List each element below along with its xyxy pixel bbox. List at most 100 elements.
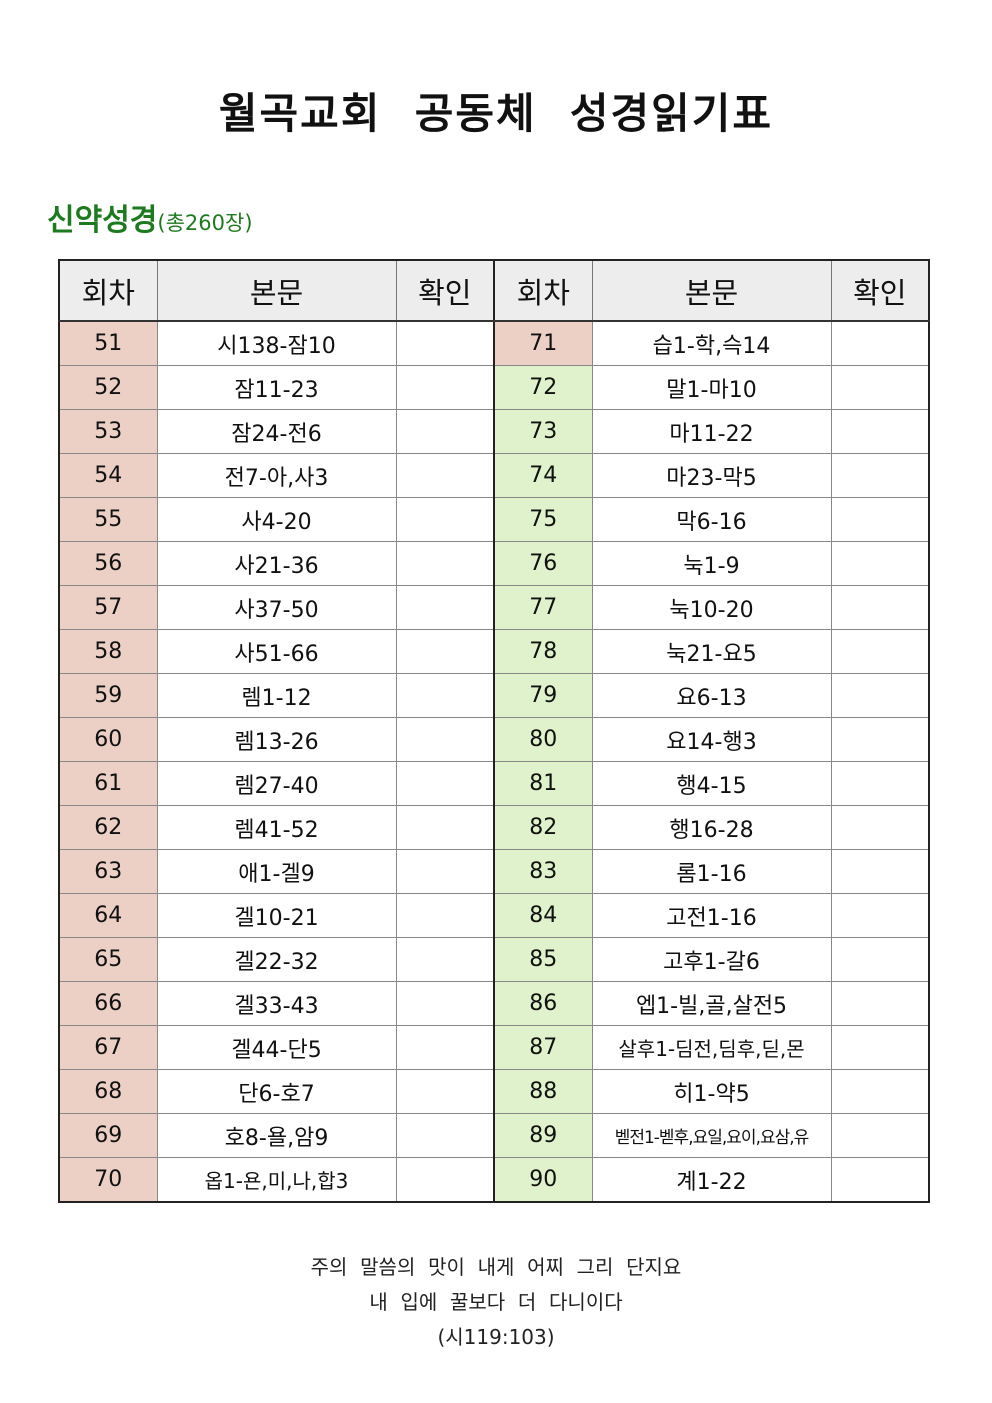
session-number-left: 57 [58,585,158,630]
check-box-right[interactable] [830,893,930,938]
header-session-right: 회차 [493,259,593,322]
session-number-left: 70 [58,1157,158,1203]
session-number-left: 60 [58,717,158,762]
check-box-right[interactable] [830,585,930,630]
check-box-right[interactable] [830,849,930,894]
verse-reference: (시119:103) [437,1325,555,1349]
check-box-right[interactable] [830,717,930,762]
check-box-right[interactable] [830,1025,930,1070]
passage-left: 사37-50 [156,585,397,630]
table-row: 63 애1-겔9 83 롬1-16 [58,849,930,894]
check-box-left[interactable] [395,893,495,938]
passage-left: 렘27-40 [156,761,397,806]
check-box-left[interactable] [395,497,495,542]
check-box-left[interactable] [395,409,495,454]
check-box-right[interactable] [830,320,930,366]
passage-left: 옵1-욘,미,나,합3 [156,1157,397,1203]
check-box-left[interactable] [395,805,495,850]
session-number-right: 87 [493,1025,593,1070]
table-header-row: 회차 본문 확인 회차 본문 확인 [58,259,930,322]
table-row: 66 겔33-43 86 엡1-빌,골,살전5 [58,981,930,1026]
session-number-right: 86 [493,981,593,1026]
check-box-left[interactable] [395,1157,495,1203]
session-number-right: 90 [493,1157,593,1203]
check-box-left[interactable] [395,673,495,718]
session-number-right: 83 [493,849,593,894]
session-number-left: 59 [58,673,158,718]
passage-left: 시138-잠10 [156,320,397,366]
session-number-right: 89 [493,1113,593,1158]
check-box-left[interactable] [395,1069,495,1114]
passage-right: 히1-약5 [591,1069,832,1114]
session-number-left: 55 [58,497,158,542]
passage-left: 사51-66 [156,629,397,674]
check-box-left[interactable] [395,1113,495,1158]
session-number-left: 62 [58,805,158,850]
check-box-left[interactable] [395,585,495,630]
check-box-right[interactable] [830,1113,930,1158]
table-row: 70 옵1-욘,미,나,합3 90 계1-22 [58,1157,930,1203]
section-chapter-count: (총260장) [157,211,253,235]
check-box-left[interactable] [395,1025,495,1070]
check-box-right[interactable] [830,629,930,674]
table-row: 54 전7-아,사3 74 마23-막5 [58,453,930,498]
check-box-left[interactable] [395,320,495,366]
header-check-right: 확인 [830,259,930,322]
check-box-right[interactable] [830,673,930,718]
section-title: 신약성경 [47,203,158,238]
table-row: 61 렘27-40 81 행4-15 [58,761,930,806]
check-box-right[interactable] [830,981,930,1026]
session-number-left: 64 [58,893,158,938]
check-box-right[interactable] [830,805,930,850]
passage-left: 겔33-43 [156,981,397,1026]
passage-right: 고전1-16 [591,893,832,938]
check-box-left[interactable] [395,717,495,762]
reading-plan-table: 회차 본문 확인 회차 본문 확인 51 시138-잠10 71 습1-학,슥14 52… [58,259,930,1203]
check-box-right[interactable] [830,1069,930,1114]
check-box-right[interactable] [830,1157,930,1203]
passage-left: 겔10-21 [156,893,397,938]
session-number-right: 88 [493,1069,593,1114]
passage-left: 사21-36 [156,541,397,586]
session-number-right: 76 [493,541,593,586]
passage-left: 사4-20 [156,497,397,542]
check-box-right[interactable] [830,937,930,982]
table-row: 62 렘41-52 82 행16-28 [58,805,930,850]
check-box-left[interactable] [395,981,495,1026]
check-box-left[interactable] [395,849,495,894]
passage-right: 벧전1-벧후,요일,요이,요삼,유 [591,1113,832,1158]
check-box-right[interactable] [830,497,930,542]
check-box-right[interactable] [830,409,930,454]
check-box-right[interactable] [830,365,930,410]
check-box-right[interactable] [830,541,930,586]
passage-left: 겔44-단5 [156,1025,397,1070]
session-number-right: 77 [493,585,593,630]
session-number-left: 53 [58,409,158,454]
section-heading: 신약성경(총260장) [47,195,253,239]
passage-right: 마23-막5 [591,453,832,498]
check-box-right[interactable] [830,761,930,806]
table-row: 68 단6-호7 88 히1-약5 [58,1069,930,1114]
session-number-left: 61 [58,761,158,806]
session-number-left: 51 [58,320,158,366]
session-number-right: 79 [493,673,593,718]
passage-right: 엡1-빌,골,살전5 [591,981,832,1026]
check-box-left[interactable] [395,761,495,806]
session-number-right: 78 [493,629,593,674]
check-box-left[interactable] [395,629,495,674]
session-number-left: 68 [58,1069,158,1114]
header-session-left: 회차 [58,259,158,322]
passage-right: 요14-행3 [591,717,832,762]
check-box-left[interactable] [395,541,495,586]
check-box-left[interactable] [395,453,495,498]
session-number-left: 54 [58,453,158,498]
passage-right: 눅10-20 [591,585,832,630]
session-number-right: 71 [493,320,593,366]
check-box-left[interactable] [395,365,495,410]
check-box-right[interactable] [830,453,930,498]
passage-right: 고후1-갈6 [591,937,832,982]
header-check-left: 확인 [395,259,495,322]
table-row: 69 호8-욜,암9 89 벧전1-벧후,요일,요이,요삼,유 [58,1113,930,1158]
check-box-left[interactable] [395,937,495,982]
passage-right: 눅1-9 [591,541,832,586]
